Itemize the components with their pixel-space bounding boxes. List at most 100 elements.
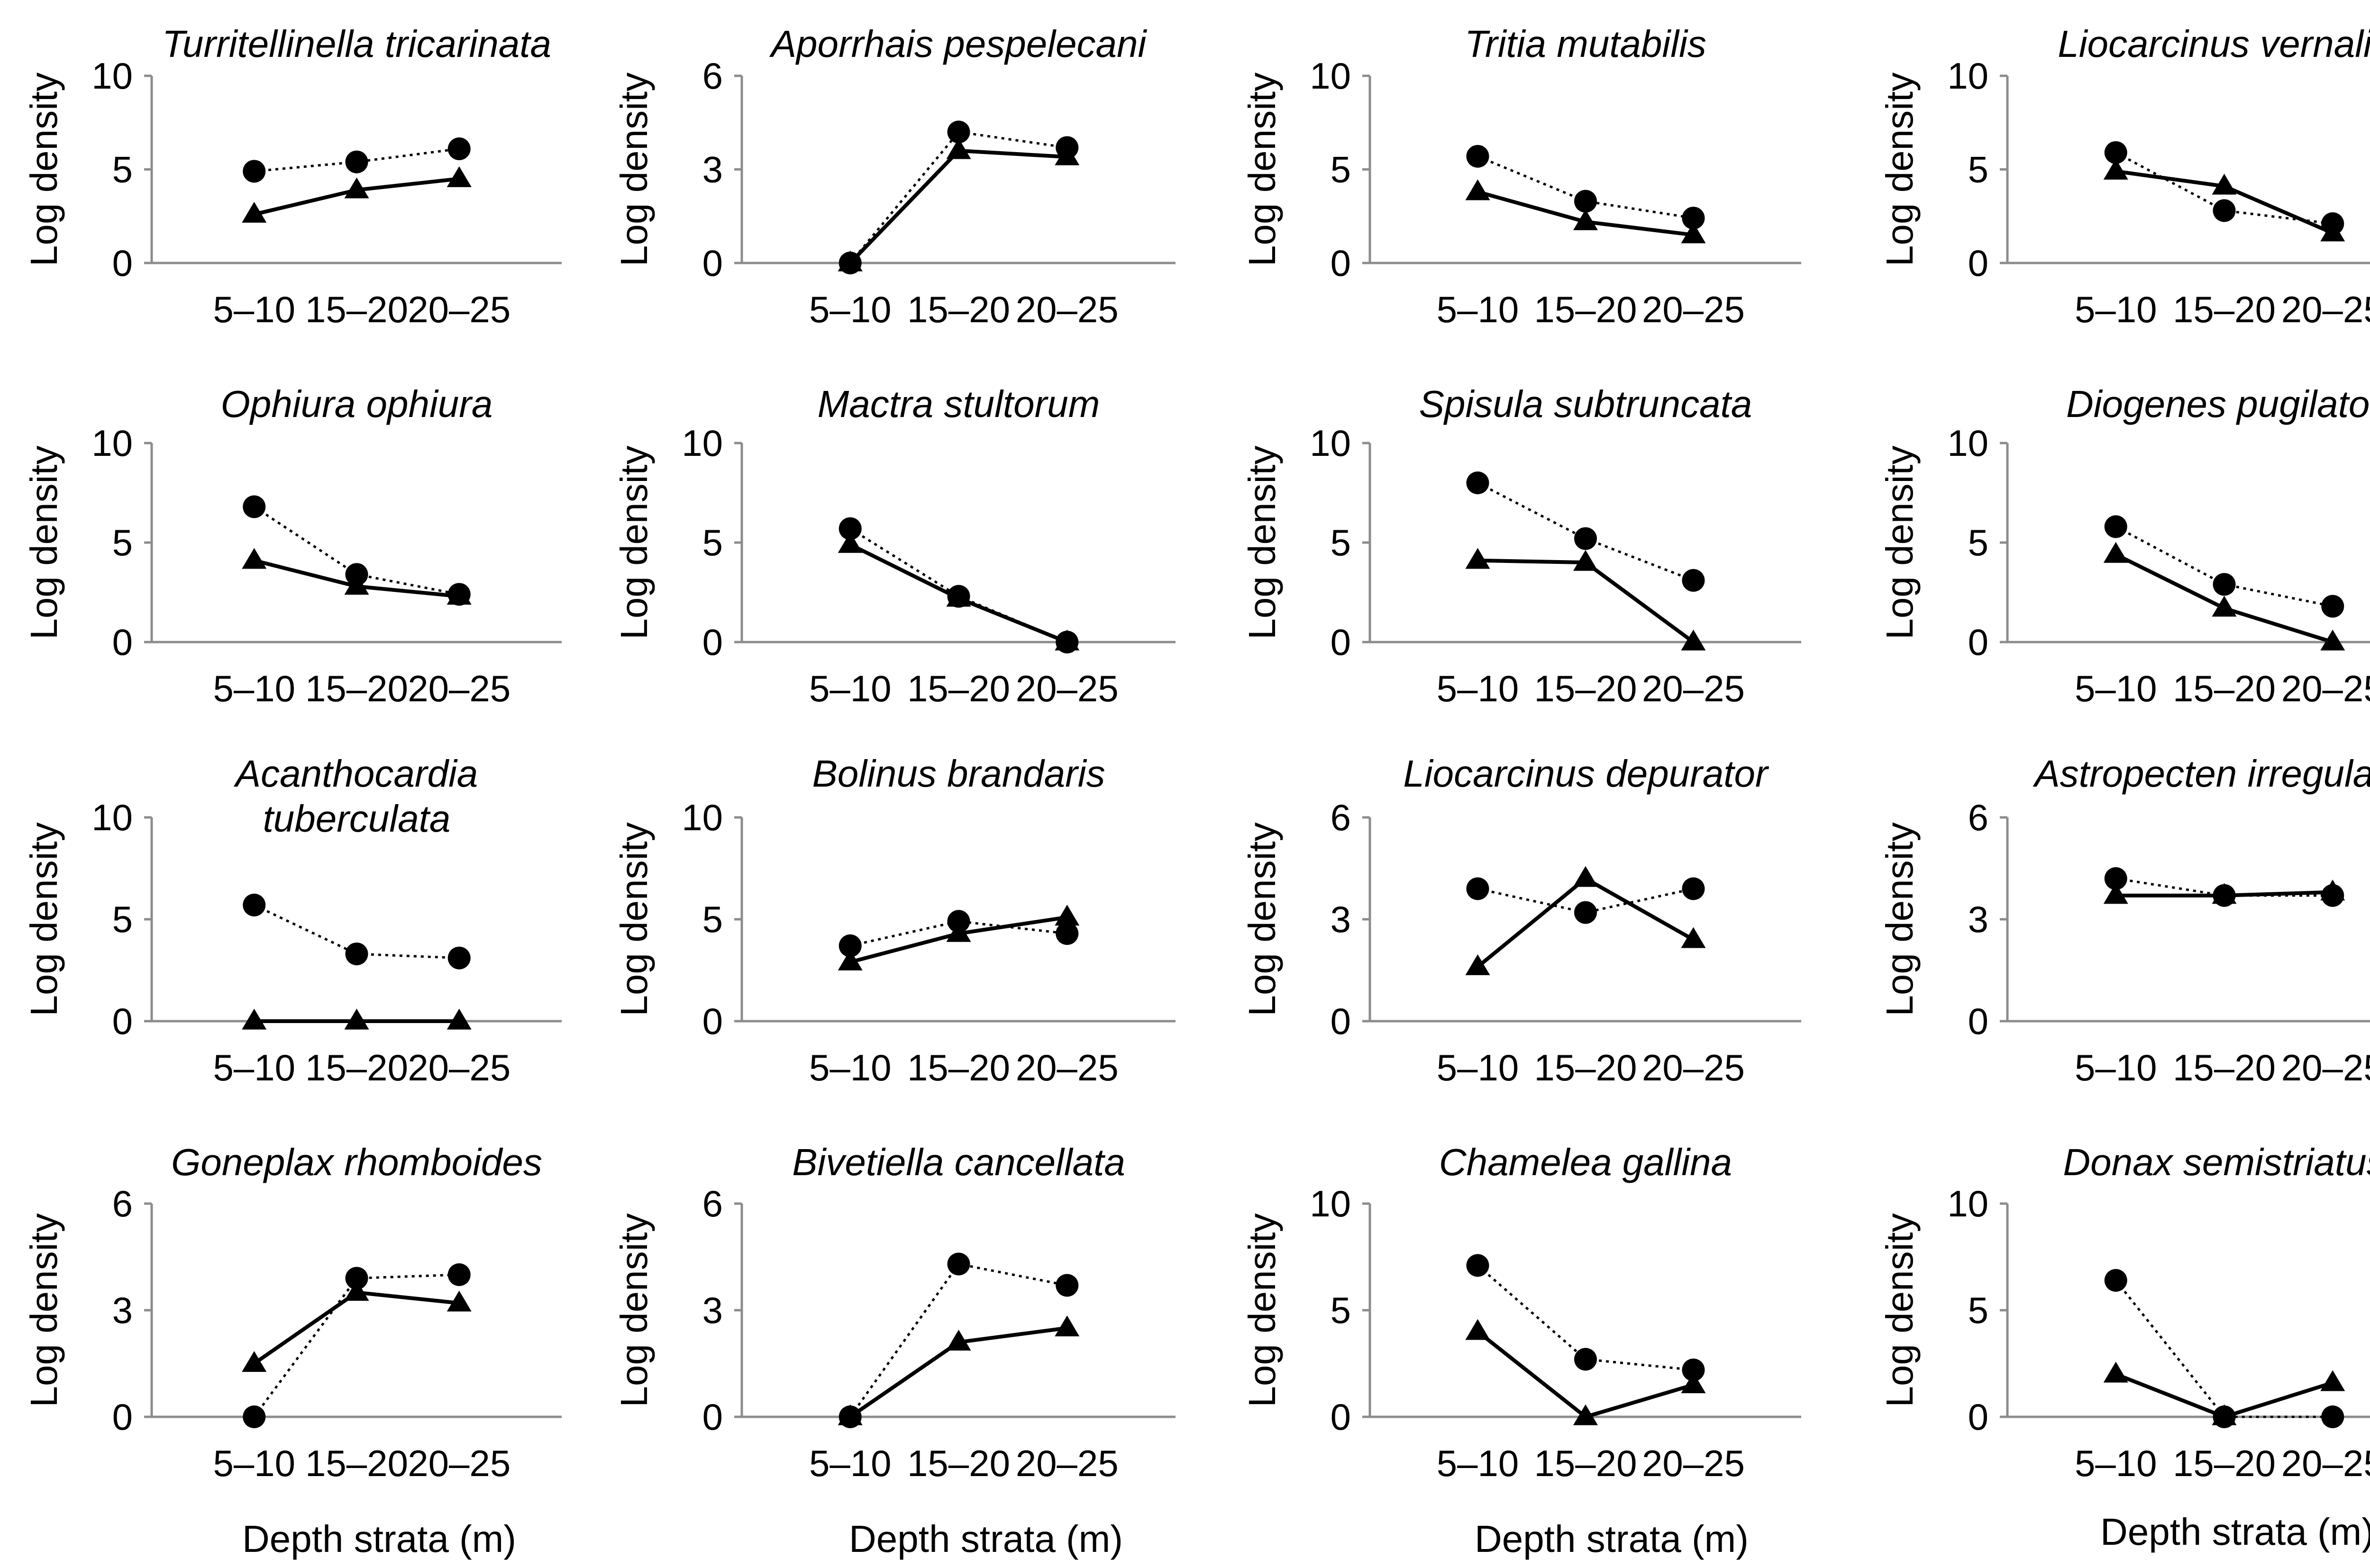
x-tick-label: 15–20 xyxy=(305,289,408,330)
y-tick-label: 3 xyxy=(1331,898,1351,940)
data-point-triangle xyxy=(1681,629,1706,651)
y-tick-label: 3 xyxy=(702,1289,723,1331)
series-line-solid xyxy=(1477,1330,1694,1419)
x-tick-label: 5–10 xyxy=(809,668,892,709)
data-point-triangle xyxy=(344,574,369,595)
panel-title: Bolinus brandaris xyxy=(812,752,1105,795)
y-axis-label: Log density xyxy=(1878,1213,1921,1407)
x-tick-label: 20–25 xyxy=(408,1442,510,1484)
data-point-triangle xyxy=(838,1404,863,1425)
panel-title: tuberculata xyxy=(263,798,451,840)
y-tick-label: 3 xyxy=(702,149,723,190)
y-tick-label: 0 xyxy=(112,1396,133,1438)
x-axis-label-col2: Depth strata (m) xyxy=(849,1518,1123,1560)
x-tick-label: 15–20 xyxy=(2173,289,2276,330)
x-tick-label: 15–20 xyxy=(1534,289,1637,330)
data-point-triangle xyxy=(1573,866,1598,887)
y-tick-label: 0 xyxy=(1968,621,1988,663)
y-tick-label: 0 xyxy=(702,1000,723,1042)
x-tick-label: 15–20 xyxy=(907,1047,1010,1088)
y-axis-label: Log density xyxy=(1241,445,1283,639)
panel-title: Bivetiella cancellata xyxy=(792,1141,1125,1183)
y-tick-label: 3 xyxy=(1968,898,1988,940)
y-tick-label: 6 xyxy=(112,1183,133,1224)
data-point-triangle xyxy=(2320,629,2345,651)
x-tick-label: 5–10 xyxy=(1437,1047,1519,1088)
data-point-circle xyxy=(345,150,368,173)
data-point-circle xyxy=(345,1267,368,1290)
y-tick-label: 0 xyxy=(112,1000,133,1042)
data-point-triangle xyxy=(2320,1370,2345,1391)
x-tick-label: 15–20 xyxy=(1534,1442,1637,1484)
x-tick-label: 5–10 xyxy=(2075,1442,2157,1484)
data-point-triangle xyxy=(1465,1319,1490,1340)
data-point-triangle xyxy=(1465,548,1490,569)
data-point-circle xyxy=(2213,573,2236,596)
data-point-circle xyxy=(447,1263,471,1286)
x-tick-label: 5–10 xyxy=(213,289,295,330)
x-tick-label: 5–10 xyxy=(1437,289,1519,330)
x-tick-label: 5–10 xyxy=(809,289,892,330)
data-point-circle xyxy=(1682,1359,1705,1381)
data-point-circle xyxy=(2104,867,2127,890)
y-tick-label: 0 xyxy=(1968,242,1988,284)
x-tick-label: 20–25 xyxy=(1642,1442,1745,1484)
data-point-triangle xyxy=(1681,1372,1706,1394)
x-tick-label: 15–20 xyxy=(1534,668,1637,709)
panel-11: Astropecten irregularis 0 3 6 5–10 15–2020–25… xyxy=(1878,752,2370,1088)
data-point-circle xyxy=(2104,515,2127,538)
y-axis-label: Log density xyxy=(613,1213,655,1407)
x-tick-label: 20–25 xyxy=(408,289,510,330)
y-tick-label: 5 xyxy=(702,898,723,940)
panel-1: Aporrhais pespelecani 0 3 6 5–10 15–20 20–25 Lo… xyxy=(613,23,1176,330)
y-tick-label: 5 xyxy=(112,522,133,563)
y-tick-label: 5 xyxy=(1331,522,1351,563)
series-line-dotted xyxy=(254,904,459,960)
panel-9: Bolinus brandaris 0 5 10 5–10 15–20 20–25 Log d… xyxy=(613,752,1176,1088)
y-tick-label: 10 xyxy=(91,55,133,97)
data-point-triangle xyxy=(2103,1361,2128,1383)
panel-title: Donax semistriatus xyxy=(2063,1141,2370,1183)
x-tick-label: 20–25 xyxy=(2281,289,2370,330)
y-tick-label: 5 xyxy=(112,898,133,940)
x-tick-label: 15–20 xyxy=(2173,1047,2276,1088)
y-axis-label: Log density xyxy=(1241,73,1283,266)
data-point-circle xyxy=(2321,1405,2344,1428)
data-point-triangle xyxy=(1465,954,1490,975)
series-line-solid xyxy=(848,148,1067,264)
data-point-triangle xyxy=(1681,927,1706,948)
y-tick-label: 10 xyxy=(1310,55,1351,97)
panel-0: Turritellinella tricarinata 0 5 10 5–10 15–20… xyxy=(23,23,562,330)
data-point-triangle xyxy=(344,1008,369,1030)
data-point-circle xyxy=(1682,877,1705,900)
y-tick-label: 5 xyxy=(702,522,723,563)
y-tick-label: 0 xyxy=(702,1396,723,1438)
data-point-triangle xyxy=(2320,220,2345,242)
y-tick-label: 10 xyxy=(1947,55,1988,97)
x-tick-label: 20–25 xyxy=(408,1047,510,1088)
y-axis-label: Log density xyxy=(23,822,65,1016)
series-line-dotted xyxy=(850,920,1067,947)
x-tick-label: 20–25 xyxy=(2281,668,2370,709)
x-tick-label: 5–10 xyxy=(213,668,295,709)
data-point-triangle xyxy=(242,548,267,569)
data-point-triangle xyxy=(838,250,863,272)
x-tick-label: 20–25 xyxy=(1016,1047,1119,1088)
data-point-triangle xyxy=(1055,905,1080,926)
panel-title: Turritellinella tricarinata xyxy=(162,23,551,65)
panel-title: Astropecten irregularis xyxy=(2033,752,2370,795)
x-tick-label: 20–25 xyxy=(1016,289,1119,330)
data-point-triangle xyxy=(242,201,267,223)
data-point-triangle xyxy=(344,1280,369,1301)
data-point-triangle xyxy=(946,921,971,942)
data-point-circle xyxy=(447,137,471,161)
y-axis-label: Log density xyxy=(613,73,655,266)
data-point-circle xyxy=(1682,207,1705,230)
data-point-triangle xyxy=(2212,596,2237,617)
data-point-triangle xyxy=(2212,173,2237,195)
data-point-circle xyxy=(1466,877,1489,900)
x-tick-label: 15–20 xyxy=(907,1442,1010,1484)
